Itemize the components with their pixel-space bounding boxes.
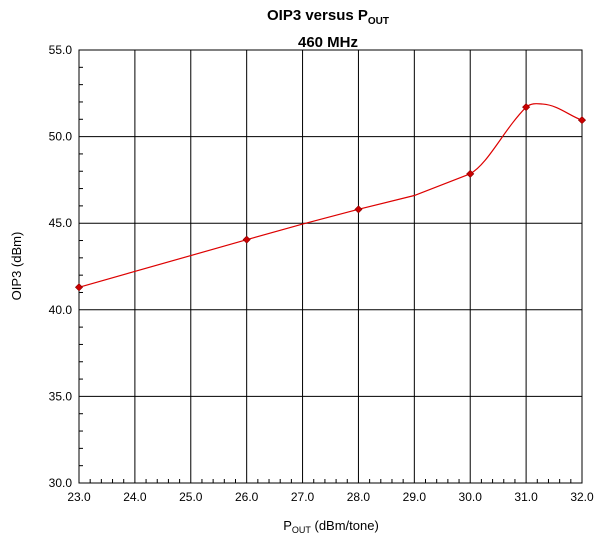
- series-markers: [74, 103, 587, 292]
- x-tick-label: 24.0: [123, 490, 147, 504]
- y-tick-label: 55.0: [49, 43, 73, 57]
- title-line-1: OIP3 versus POUT: [267, 7, 389, 27]
- x-tick-label: 31.0: [514, 490, 538, 504]
- data-point: [242, 235, 251, 244]
- x-tick-labels: 23.0 24.0 25.0 26.0 27.0 28.0 29.0 30.0 31.0 32.0: [67, 490, 594, 504]
- x-tick-label: 28.0: [347, 490, 371, 504]
- grid: [79, 50, 582, 483]
- y-tick-label: 50.0: [49, 130, 73, 144]
- x-tick-label: 32.0: [570, 490, 594, 504]
- y-tick-label: 40.0: [49, 303, 73, 317]
- x-tick-label: 25.0: [179, 490, 203, 504]
- y-axis-label: OIP3 (dBm): [9, 232, 24, 301]
- data-point: [74, 283, 84, 292]
- x-tick-label: 27.0: [291, 490, 315, 504]
- plot-area: [78, 49, 583, 484]
- data-point: [354, 205, 363, 214]
- minor-ticks: [79, 66, 572, 483]
- y-tick-label: 45.0: [49, 216, 73, 230]
- chart-title: OIP3 versus POUT 460 MHz: [267, 7, 389, 51]
- title-line-2: 460 MHz: [298, 34, 358, 51]
- data-point: [522, 103, 531, 112]
- x-tick-label: 30.0: [459, 490, 483, 504]
- y-tick-label: 35.0: [49, 389, 73, 403]
- data-point: [466, 169, 475, 178]
- y-tick-labels: 30.0 35.0 40.0 45.0 50.0 55.0: [49, 43, 73, 490]
- x-axis-label: POUT (dBm/tone): [283, 518, 379, 535]
- x-tick-label: 29.0: [403, 490, 427, 504]
- data-point: [577, 116, 587, 125]
- x-tick-label: 26.0: [235, 490, 259, 504]
- y-tick-label: 30.0: [49, 476, 73, 490]
- x-tick-label: 23.0: [67, 490, 91, 504]
